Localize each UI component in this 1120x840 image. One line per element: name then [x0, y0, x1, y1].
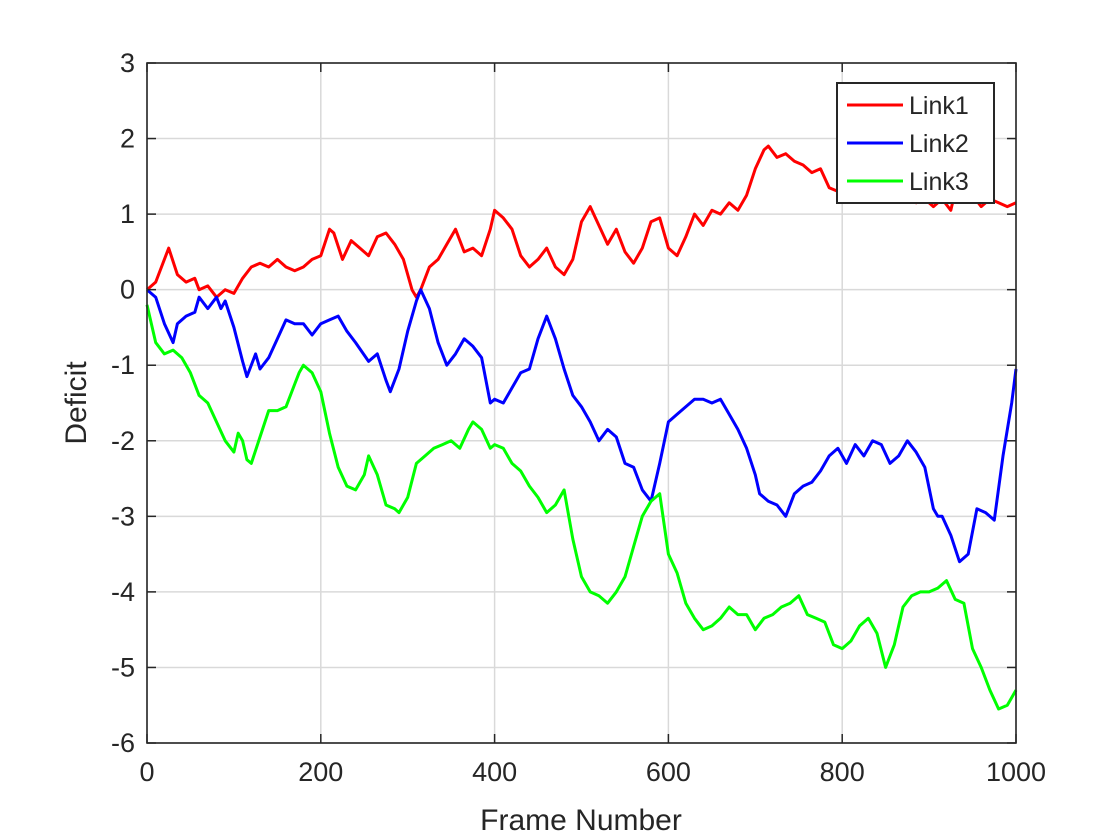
y-tick-label: 3 — [120, 48, 135, 78]
plot-frame — [146, 62, 1017, 744]
y-tick-label: -6 — [111, 728, 135, 758]
series-line-link2 — [146, 288, 1018, 564]
y-tick-label: -1 — [111, 350, 135, 380]
x-tick-label: 1000 — [986, 757, 1046, 787]
series-line-link3 — [145, 304, 1018, 711]
legend-label-link1: Link1 — [909, 92, 969, 120]
x-tick-label: 200 — [298, 757, 343, 787]
y-tick-label: -3 — [111, 501, 135, 531]
x-tick-label: 800 — [820, 757, 865, 787]
x-tick-label: 0 — [139, 757, 154, 787]
tick-labels: 0 200 400 600 800 1000 3 2 1 0 -1 -2 -3 -4 -5 -6 — [111, 48, 1046, 787]
y-tick-label: -2 — [111, 426, 135, 456]
x-axis-label: Frame Number — [480, 804, 682, 837]
x-tick-label: 600 — [646, 757, 691, 787]
y-tick-label: 2 — [120, 124, 135, 154]
y-tick-label: 0 — [120, 275, 135, 305]
y-axis-label: Deficit — [60, 361, 93, 445]
legend-label-link2: Link2 — [909, 130, 969, 158]
y-tick-label: -4 — [111, 577, 135, 607]
legend-label-link3: Link3 — [909, 168, 969, 196]
y-tick-label: 1 — [120, 199, 135, 229]
tick-marks — [146, 62, 1017, 744]
y-tick-label: -5 — [111, 652, 135, 682]
legend: Link1 Link2 Link3 — [836, 82, 995, 204]
x-tick-label: 400 — [472, 757, 517, 787]
